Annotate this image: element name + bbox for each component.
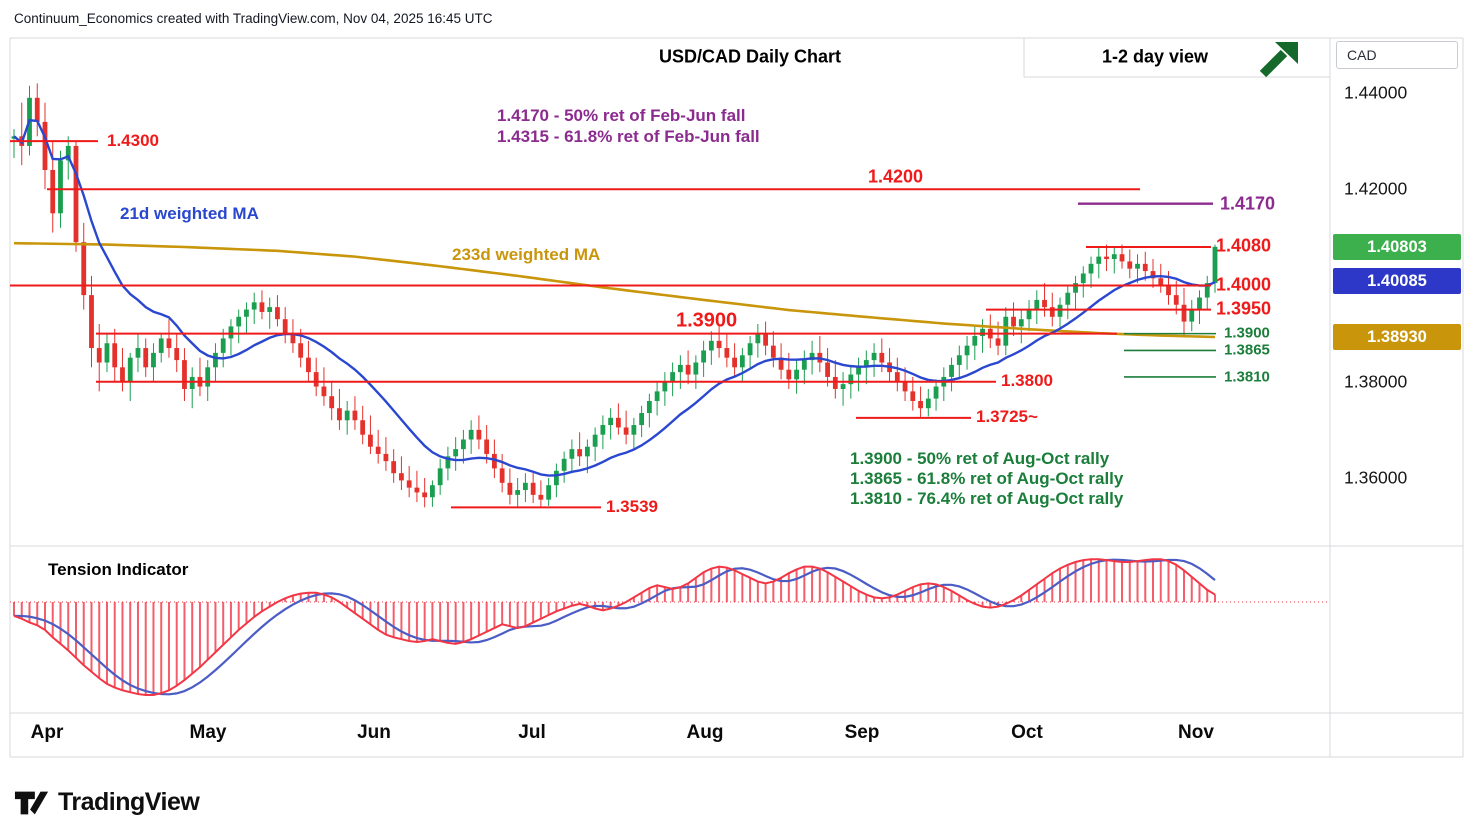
- candles: [11, 83, 1218, 508]
- symbol-search-box[interactable]: CAD: [1336, 41, 1458, 69]
- chart-title: USD/CAD Daily Chart: [658, 46, 842, 67]
- tension-indicator-title: Tension Indicator: [48, 560, 189, 579]
- view-horizon-label: 1-2 day view: [1101, 46, 1209, 67]
- tradingview-logo-icon: [14, 791, 49, 815]
- frame-lines: [9, 37, 1464, 758]
- ma233-line: [13, 241, 1216, 339]
- ma21-line: [13, 118, 1216, 477]
- credit-text: Continuum_Economics created with Trading…: [14, 11, 493, 26]
- level-lines: [10, 140, 1216, 509]
- up-trend-arrow-icon: [1259, 42, 1298, 78]
- tension-fast-line: [13, 558, 1216, 696]
- tension-slow-line: [14, 558, 1216, 696]
- symbol-search-text: CAD: [1347, 47, 1377, 63]
- tradingview-logo: TradingView: [14, 786, 200, 818]
- brand-name: TradingView: [58, 787, 200, 816]
- tension-histogram: [13, 559, 1216, 695]
